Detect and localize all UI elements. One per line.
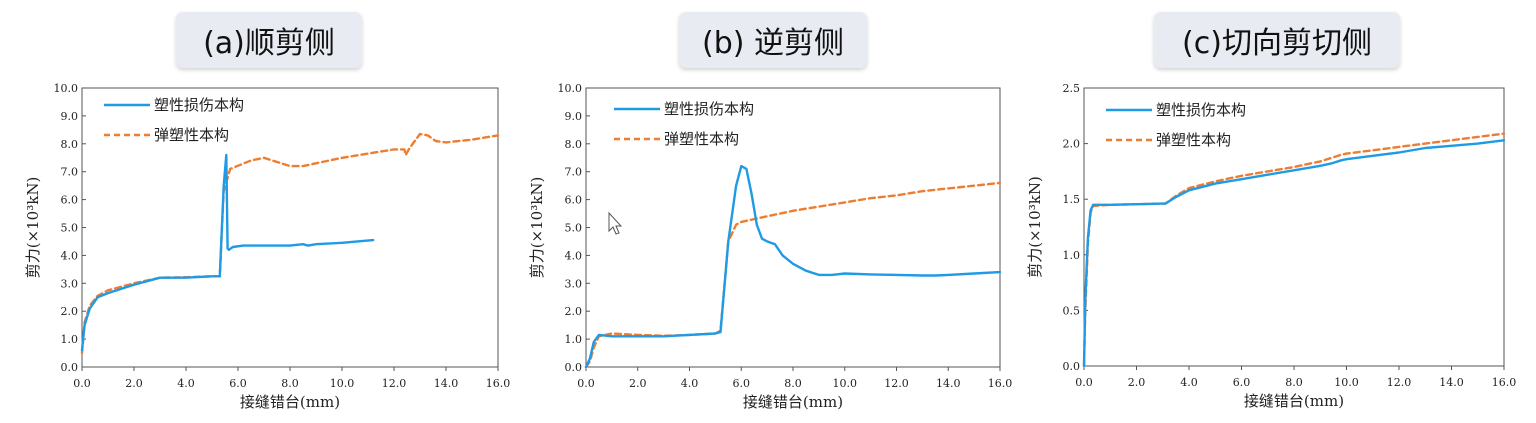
plot-frame xyxy=(81,87,499,368)
panel-b-title: (b) 逆剪侧 xyxy=(679,12,867,68)
y-tick-label: 6.0 xyxy=(565,194,583,207)
x-tick-label: 0.0 xyxy=(577,377,595,390)
legend-label: 弹塑性本构 xyxy=(664,130,739,148)
x-tick-label: 8.0 xyxy=(784,377,802,390)
x-tick-label: 16.0 xyxy=(1492,376,1517,389)
x-axis-label: 接缝错台(mm) xyxy=(743,393,843,411)
legend-label: 塑性损伤本构 xyxy=(1156,101,1246,119)
legend-label: 塑性损伤本构 xyxy=(154,96,244,114)
x-tick-label: 12.0 xyxy=(884,377,909,390)
x-tick-label: 2.0 xyxy=(125,377,143,390)
y-tick-label: 0.0 xyxy=(565,361,583,374)
x-tick-label: 14.0 xyxy=(434,377,459,390)
x-tick-label: 4.0 xyxy=(177,377,195,390)
series-line-damage xyxy=(80,153,375,352)
y-tick-label: 3.0 xyxy=(61,277,79,290)
x-tick-label: 0.0 xyxy=(73,377,91,390)
series-line-damage xyxy=(584,164,1002,369)
legend-label: 塑性损伤本构 xyxy=(664,100,754,118)
y-tick-label: 5.0 xyxy=(565,222,583,235)
x-tick-label: 16.0 xyxy=(988,377,1013,390)
y-tick-label: 4.0 xyxy=(565,249,583,262)
x-tick-label: 8.0 xyxy=(1285,376,1303,389)
y-tick-label: 10.0 xyxy=(54,82,79,95)
panel-a-title: (a)顺剪侧 xyxy=(176,12,362,68)
y-tick-label: 4.0 xyxy=(61,249,79,262)
y-tick-label: 9.0 xyxy=(61,110,79,123)
x-tick-label: 6.0 xyxy=(229,377,247,390)
x-tick-label: 6.0 xyxy=(1233,376,1251,389)
y-tick-label: 1.0 xyxy=(565,333,583,346)
y-tick-label: 7.0 xyxy=(565,166,583,179)
chart-panel-1: 0.0 1.0 2.0 3.0 4.0 5.0 6.0 7.0 8.0 9.0 10.0 0.0 2.0… xyxy=(528,82,1012,411)
chart-panel-2: 0.0 0.5 1.0 1.5 2.0 2.5 0.0 2.0 4.0 6.0 8.0 10.0 12.… xyxy=(1026,82,1516,410)
series-line-damage xyxy=(1082,139,1506,368)
x-tick-label: 2.0 xyxy=(1128,376,1146,389)
x-tick-label: 14.0 xyxy=(936,377,961,390)
y-tick-label: 2.0 xyxy=(1063,138,1081,151)
y-tick-label: 1.5 xyxy=(1063,193,1081,206)
x-tick-label: 8.0 xyxy=(281,377,299,390)
x-tick-label: 12.0 xyxy=(382,377,407,390)
x-tick-label: 10.0 xyxy=(833,377,858,390)
legend-label: 弹塑性本构 xyxy=(154,126,229,144)
x-tick-label: 12.0 xyxy=(1387,376,1412,389)
y-tick-label: 0.0 xyxy=(61,361,79,374)
x-tick-label: 10.0 xyxy=(1334,376,1359,389)
y-tick-label: 3.0 xyxy=(565,277,583,290)
y-tick-label: 1.0 xyxy=(61,333,79,346)
series-line-elastic xyxy=(80,132,500,355)
x-tick-label: 14.0 xyxy=(1439,376,1464,389)
cursor-arrow-icon xyxy=(608,211,623,235)
plot-frame xyxy=(1083,87,1505,367)
y-tick-label: 5.0 xyxy=(61,222,79,235)
x-tick-label: 0.0 xyxy=(1075,376,1093,389)
x-tick-label: 6.0 xyxy=(733,377,751,390)
x-tick-label: 16.0 xyxy=(486,377,511,390)
legend-label: 弹塑性本构 xyxy=(1156,131,1231,149)
plot-frame xyxy=(585,87,1001,368)
y-tick-label: 8.0 xyxy=(565,138,583,151)
y-axis-label: 剪力(×10³kN) xyxy=(1026,176,1044,278)
series-line-elastic xyxy=(1082,132,1506,368)
y-tick-label: 1.0 xyxy=(1063,249,1081,262)
y-axis-label: 剪力(×10³kN) xyxy=(528,177,546,279)
x-axis-label: 接缝错台(mm) xyxy=(1244,392,1344,410)
y-tick-label: 8.0 xyxy=(61,138,79,151)
chart-panel-0: 0.0 1.0 2.0 3.0 4.0 5.0 6.0 7.0 8.0 9.0 10.0 0.0 2.0… xyxy=(24,82,510,411)
panel-c-title: (c)切向剪切侧 xyxy=(1154,12,1400,68)
y-tick-label: 2.0 xyxy=(61,305,79,318)
y-tick-label: 2.0 xyxy=(565,305,583,318)
x-tick-label: 4.0 xyxy=(1180,376,1198,389)
x-tick-label: 2.0 xyxy=(629,377,647,390)
y-tick-label: 6.0 xyxy=(61,194,79,207)
y-tick-label: 7.0 xyxy=(61,166,79,179)
y-tick-label: 0.0 xyxy=(1063,360,1081,373)
y-tick-label: 10.0 xyxy=(558,82,583,95)
y-tick-label: 0.5 xyxy=(1063,304,1081,317)
x-axis-label: 接缝错台(mm) xyxy=(240,393,340,411)
x-tick-label: 10.0 xyxy=(330,377,355,390)
y-tick-label: 2.5 xyxy=(1063,82,1081,95)
series-line-elastic xyxy=(584,181,1002,369)
x-tick-label: 4.0 xyxy=(681,377,699,390)
y-tick-label: 9.0 xyxy=(565,110,583,123)
y-axis-label: 剪力(×10³kN) xyxy=(24,177,42,279)
